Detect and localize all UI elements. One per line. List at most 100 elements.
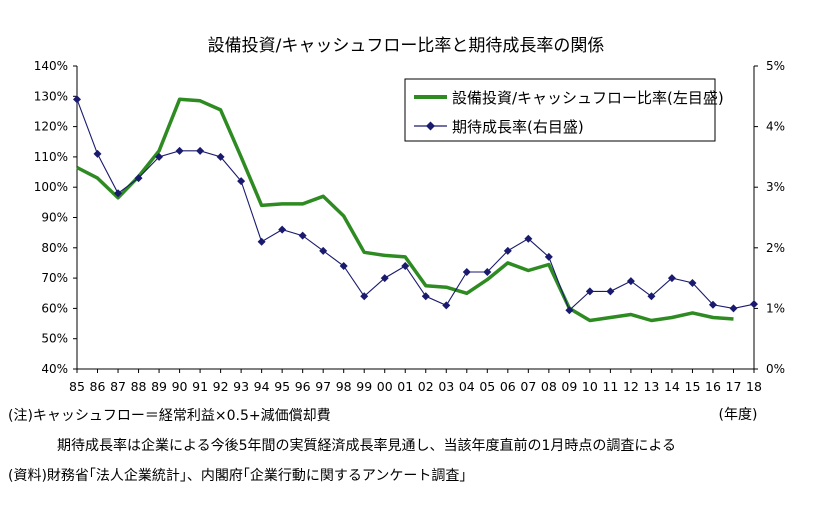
data-point-expected-growth <box>73 95 81 104</box>
series-layer <box>73 95 758 323</box>
data-point-expected-growth <box>114 189 123 198</box>
data-point-expected-growth <box>278 225 287 234</box>
data-point-expected-growth <box>544 252 553 261</box>
x-tick-label: 13 <box>643 379 659 394</box>
x-tick-label: 14 <box>664 379 680 394</box>
x-tick-label: 85 <box>69 379 85 394</box>
x-tick-label: 91 <box>192 379 208 394</box>
y-left-tick-label: 70% <box>41 271 68 285</box>
data-point-expected-growth <box>585 287 594 296</box>
x-tick-label: 16 <box>705 379 721 394</box>
chart-title: 設備投資/キャッシュフロー比率と期待成長率の関係 <box>208 36 605 56</box>
x-tick-label: 18 <box>746 379 762 394</box>
x-tick-label: 06 <box>500 379 516 394</box>
x-tick-label: 11 <box>602 379 618 394</box>
x-tick-label: 12 <box>623 379 639 394</box>
data-point-expected-growth <box>216 152 225 161</box>
data-point-expected-growth <box>421 292 430 301</box>
data-point-expected-growth <box>606 287 615 296</box>
legend-label-expected-growth: 期待成長率(右目盛) <box>452 118 584 136</box>
x-tick-label: 92 <box>213 379 229 394</box>
y-left-tick-label: 40% <box>41 362 68 376</box>
x-tick-label: 93 <box>233 379 249 394</box>
x-tick-label: 02 <box>418 379 434 394</box>
y-left-tick-label: 120% <box>34 120 68 134</box>
data-point-expected-growth <box>93 149 102 158</box>
y-right-tick-label: 1% <box>766 301 785 315</box>
data-point-expected-growth <box>380 274 389 283</box>
data-point-expected-growth <box>708 300 717 309</box>
x-tick-label: 05 <box>479 379 495 394</box>
x-tick-label: 90 <box>172 379 188 394</box>
x-tick-label: 97 <box>315 379 331 394</box>
data-point-expected-growth <box>565 306 574 315</box>
data-point-expected-growth <box>401 261 410 270</box>
legend: 設備投資/キャッシュフロー比率(左目盛) 期待成長率(右目盛) <box>404 78 724 142</box>
data-point-expected-growth <box>626 277 635 286</box>
data-point-expected-growth <box>688 278 697 287</box>
x-tick-label: 04 <box>459 379 475 394</box>
data-point-expected-growth <box>729 304 738 313</box>
x-tick-label: 99 <box>356 379 372 394</box>
x-tick-label: 98 <box>336 379 352 394</box>
y-left-tick-label: 100% <box>34 180 68 194</box>
series-line-capex-ratio <box>76 97 734 323</box>
axes: 40% 50% 60% 70% 80% 90% 100% 110% 120% 130% 140% 0%… <box>34 59 785 394</box>
x-tick-label: 09 <box>561 379 577 394</box>
legend-marker-diamond <box>426 121 435 131</box>
data-point-expected-growth <box>462 268 471 277</box>
y-left-tick-label: 60% <box>41 301 68 315</box>
x-tick-label: 15 <box>685 379 701 394</box>
data-point-expected-growth <box>442 301 451 310</box>
y-right-tick-label: 4% <box>766 120 785 134</box>
y-left-tick-label: 140% <box>34 59 68 73</box>
data-point-expected-growth <box>257 237 266 246</box>
data-point-expected-growth <box>339 261 348 270</box>
data-point-expected-growth <box>503 246 512 255</box>
data-point-expected-growth <box>237 177 246 186</box>
y-right-tick-label: 2% <box>766 241 785 255</box>
footnote-expected-growth: 期待成長率は企業による今後5年間の実質経済成長率見通し、当該年度直前の1月時点の… <box>57 438 676 454</box>
data-point-expected-growth <box>175 146 184 155</box>
data-point-expected-growth <box>134 174 143 183</box>
x-tick-label: 86 <box>90 379 106 394</box>
data-point-expected-growth <box>647 292 656 301</box>
x-tick-label: 08 <box>541 379 557 394</box>
x-tick-label: 01 <box>397 379 413 394</box>
legend-box <box>404 78 716 142</box>
y-left-tick-label: 110% <box>34 150 68 164</box>
y-right-tick-label: 5% <box>766 59 785 73</box>
data-point-expected-growth <box>524 234 533 243</box>
x-tick-label: 17 <box>726 379 742 394</box>
x-tick-label: 94 <box>254 379 270 394</box>
y-left-tick-label: 90% <box>41 211 68 225</box>
series-line-expected-growth <box>76 99 755 312</box>
data-point-expected-growth <box>667 274 676 283</box>
data-point-expected-growth <box>750 300 758 309</box>
legend-label-capex-ratio: 設備投資/キャッシュフロー比率(左目盛) <box>452 89 724 107</box>
y-right-tick-label: 3% <box>766 180 785 194</box>
y-left-tick-label: 50% <box>41 332 68 346</box>
data-point-expected-growth <box>360 292 369 301</box>
y-left-tick-label: 130% <box>34 89 68 103</box>
x-tick-label: 89 <box>151 379 167 394</box>
x-tick-label: 10 <box>582 379 598 394</box>
footnote-cashflow: (注)キャッシュフロー＝経常利益×0.5+減価償却費 <box>8 408 331 424</box>
y-right-tick-label: 0% <box>766 362 785 376</box>
x-tick-label: 00 <box>377 379 393 394</box>
x-tick-label: 95 <box>274 379 290 394</box>
x-unit-label: (年度) <box>719 407 758 423</box>
data-point-expected-growth <box>319 246 328 255</box>
x-tick-label: 96 <box>295 379 311 394</box>
y-left-tick-label: 80% <box>41 241 68 255</box>
x-tick-label: 03 <box>438 379 454 394</box>
data-point-expected-growth <box>196 146 205 155</box>
x-tick-label: 88 <box>131 379 147 394</box>
x-tick-label: 87 <box>110 379 126 394</box>
data-point-expected-growth <box>483 268 492 277</box>
data-point-expected-growth <box>155 152 164 161</box>
x-tick-label: 07 <box>520 379 536 394</box>
source-note: (資料)財務省｢法人企業統計｣、内閣府｢企業行動に関するアンケート調査｣ <box>8 468 467 484</box>
data-point-expected-growth <box>298 231 307 240</box>
